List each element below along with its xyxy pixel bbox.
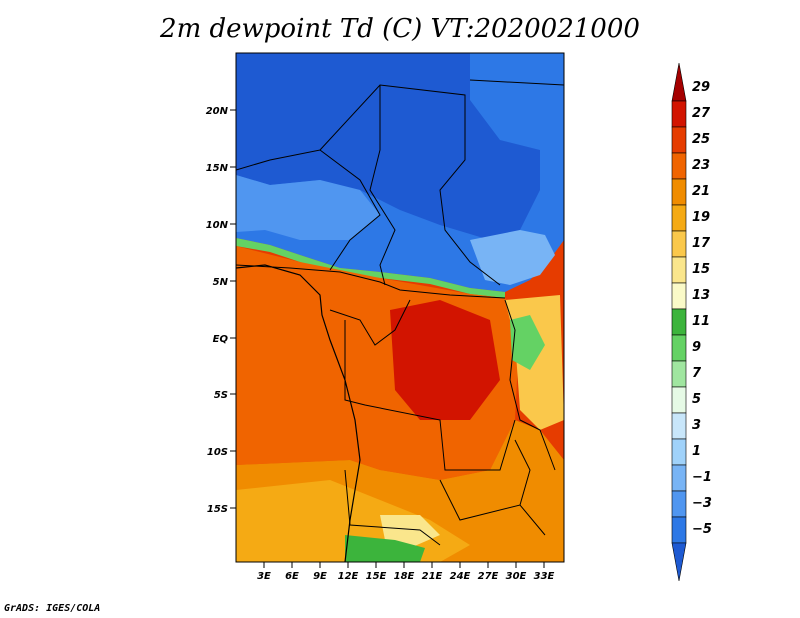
colorbar-label: 21 — [692, 184, 710, 199]
colorbar-swatch — [671, 516, 687, 544]
colorbar-swatch — [671, 178, 687, 206]
colorbar-swatch — [671, 360, 687, 388]
latitude-axis: 20N 15N 10N 5N EQ 5S 10S 15S — [206, 106, 236, 515]
lat-label: 15N — [206, 163, 229, 174]
lon-label: 6E — [285, 571, 299, 582]
grads-credit: GrADS: IGES/COLA — [4, 603, 101, 614]
country-borders — [236, 79, 564, 546]
colorbar-label: 1 — [692, 444, 701, 459]
lat-label: 5S — [214, 390, 228, 401]
colorbar — [671, 62, 687, 582]
lon-label: 3E — [257, 571, 271, 582]
colorbar-swatch — [671, 100, 687, 128]
colorbar-swatch — [671, 256, 687, 284]
lon-label: 12E — [338, 571, 359, 582]
field-lake-green — [510, 315, 545, 370]
field-lighter-east — [470, 230, 555, 285]
lat-label: 15S — [207, 504, 228, 515]
colorbar-label: 11 — [692, 314, 710, 329]
lon-label: 24E — [450, 571, 471, 582]
lat-label: 10N — [206, 220, 229, 231]
lat-label: 20N — [206, 106, 229, 117]
lon-label: 15E — [366, 571, 387, 582]
colorbar-label: 13 — [692, 288, 710, 303]
map-panel — [236, 53, 564, 562]
lat-label: 10S — [207, 447, 228, 458]
colorbar-swatch — [671, 334, 687, 362]
colorbar-labels: 29 27 25 23 21 19 17 15 13 11 9 7 5 3 1 … — [692, 80, 712, 537]
colorbar-label: 15 — [692, 262, 710, 277]
colorbar-label: 5 — [692, 392, 701, 407]
colorbar-label: 17 — [692, 236, 711, 251]
colorbar-swatch — [671, 490, 687, 518]
lon-label: 21E — [422, 571, 443, 582]
colorbar-swatch — [671, 464, 687, 492]
lon-label: 33E — [534, 571, 555, 582]
lat-label: 5N — [213, 277, 229, 288]
colorbar-swatch — [671, 230, 687, 258]
colorbar-arrow-top — [671, 62, 687, 102]
colorbar-label: −3 — [692, 496, 712, 511]
colorbar-label: 29 — [692, 80, 710, 95]
colorbar-swatch — [671, 386, 687, 414]
colorbar-label: 19 — [692, 210, 710, 225]
colorbar-swatch — [671, 126, 687, 154]
map-frame — [235, 52, 565, 563]
field-dark-red-core — [390, 300, 500, 420]
colorbar-swatch — [671, 438, 687, 466]
colorbar-swatch — [671, 282, 687, 310]
lon-label: 27E — [478, 571, 499, 582]
field-dry-north-dark — [236, 53, 540, 240]
lat-label: EQ — [213, 334, 229, 345]
colorbar-label: −1 — [692, 470, 712, 485]
longitude-axis: 3E 6E 9E 12E 15E 18E 21E 24E 27E 30E 33E — [257, 562, 555, 582]
colorbar-swatch — [671, 308, 687, 336]
colorbar-swatch — [671, 204, 687, 232]
colorbar-label: 9 — [692, 340, 701, 355]
map-title: 2m dewpoint Td (C) VT:2020021000 — [160, 14, 640, 44]
colorbar-label: −5 — [692, 522, 712, 537]
lon-label: 9E — [313, 571, 327, 582]
colorbar-label: 27 — [692, 106, 711, 121]
field-green-south — [345, 535, 425, 562]
colorbar-label: 25 — [692, 132, 710, 147]
colorbar-swatch — [671, 412, 687, 440]
colorbar-label: 7 — [692, 366, 702, 381]
coastline — [236, 264, 361, 562]
field-green-band — [236, 238, 505, 298]
colorbar-swatch — [671, 152, 687, 180]
colorbar-label: 23 — [692, 158, 710, 173]
field-lighter-west — [236, 175, 380, 240]
lon-label: 30E — [506, 571, 527, 582]
field-pale-yellow — [380, 515, 440, 548]
lon-label: 18E — [394, 571, 415, 582]
colorbar-label: 3 — [692, 418, 701, 433]
colorbar-arrow-bottom — [671, 542, 687, 582]
